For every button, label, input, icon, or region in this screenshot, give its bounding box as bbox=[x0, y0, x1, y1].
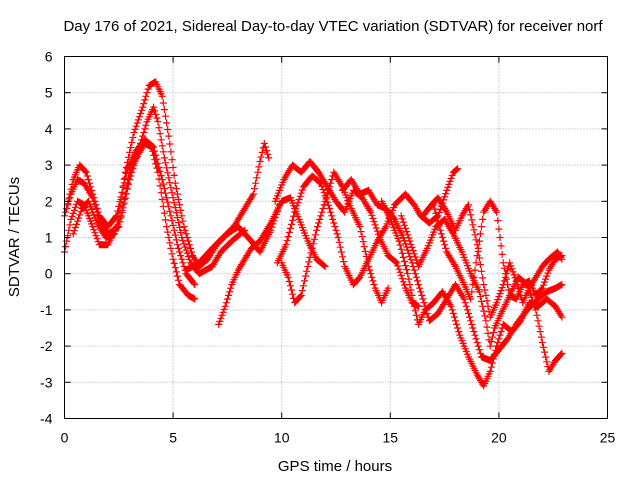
marker-trace bbox=[215, 194, 329, 328]
grid-lines bbox=[64, 56, 608, 419]
series-arc-14 bbox=[419, 194, 566, 321]
series-arc-2 bbox=[61, 78, 283, 270]
y-tick-label: 0 bbox=[45, 266, 53, 282]
marker-trace bbox=[69, 139, 199, 303]
marker-trace bbox=[278, 168, 392, 307]
x-tick-label: 10 bbox=[274, 430, 290, 446]
marker-trace bbox=[182, 139, 273, 274]
y-tick-label: -1 bbox=[40, 302, 53, 318]
x-tick-label: 15 bbox=[383, 430, 399, 446]
marker-trace bbox=[61, 78, 283, 270]
series-arc-13 bbox=[430, 197, 566, 303]
marker-trace bbox=[430, 197, 566, 303]
x-tick-label: 5 bbox=[169, 430, 177, 446]
y-axis-label: SDTVAR / TECUs bbox=[6, 177, 23, 297]
y-tick-label: -4 bbox=[40, 411, 53, 427]
y-tick-label: 2 bbox=[45, 193, 53, 209]
marker-trace bbox=[378, 197, 566, 390]
axis-ticks bbox=[64, 56, 608, 419]
series-arc-8 bbox=[273, 165, 462, 289]
y-tick-label: -3 bbox=[40, 374, 53, 390]
y-tick-label: 4 bbox=[45, 121, 53, 137]
marker-trace bbox=[273, 165, 462, 289]
y-tick-label: -2 bbox=[40, 338, 53, 354]
y-tick-label: 1 bbox=[45, 230, 53, 246]
series-arc-11 bbox=[378, 197, 566, 390]
series-arc-7 bbox=[271, 158, 422, 310]
y-tick-labels: -4 -3 -2 -1 0 1 2 3 4 5 6 bbox=[40, 49, 53, 427]
marker-trace bbox=[419, 194, 566, 321]
series-arc-4 bbox=[69, 139, 199, 303]
series-arc-9 bbox=[278, 168, 392, 307]
y-tick-label: 3 bbox=[45, 157, 53, 173]
y-tick-label: 6 bbox=[45, 49, 53, 65]
marker-trace bbox=[271, 158, 422, 310]
x-tick-label: 25 bbox=[600, 430, 616, 446]
x-axis-label: GPS time / hours bbox=[278, 458, 392, 475]
series-arc-6 bbox=[215, 194, 329, 328]
series-arc-5 bbox=[182, 139, 273, 274]
x-tick-label: 0 bbox=[61, 430, 69, 446]
x-tick-labels: 0 5 10 15 20 25 bbox=[61, 430, 616, 446]
x-tick-label: 20 bbox=[491, 430, 507, 446]
data-markers bbox=[61, 78, 566, 390]
chart-title: Day 176 of 2021, Sidereal Day-to-day VTE… bbox=[63, 18, 603, 35]
y-tick-label: 5 bbox=[45, 85, 53, 101]
